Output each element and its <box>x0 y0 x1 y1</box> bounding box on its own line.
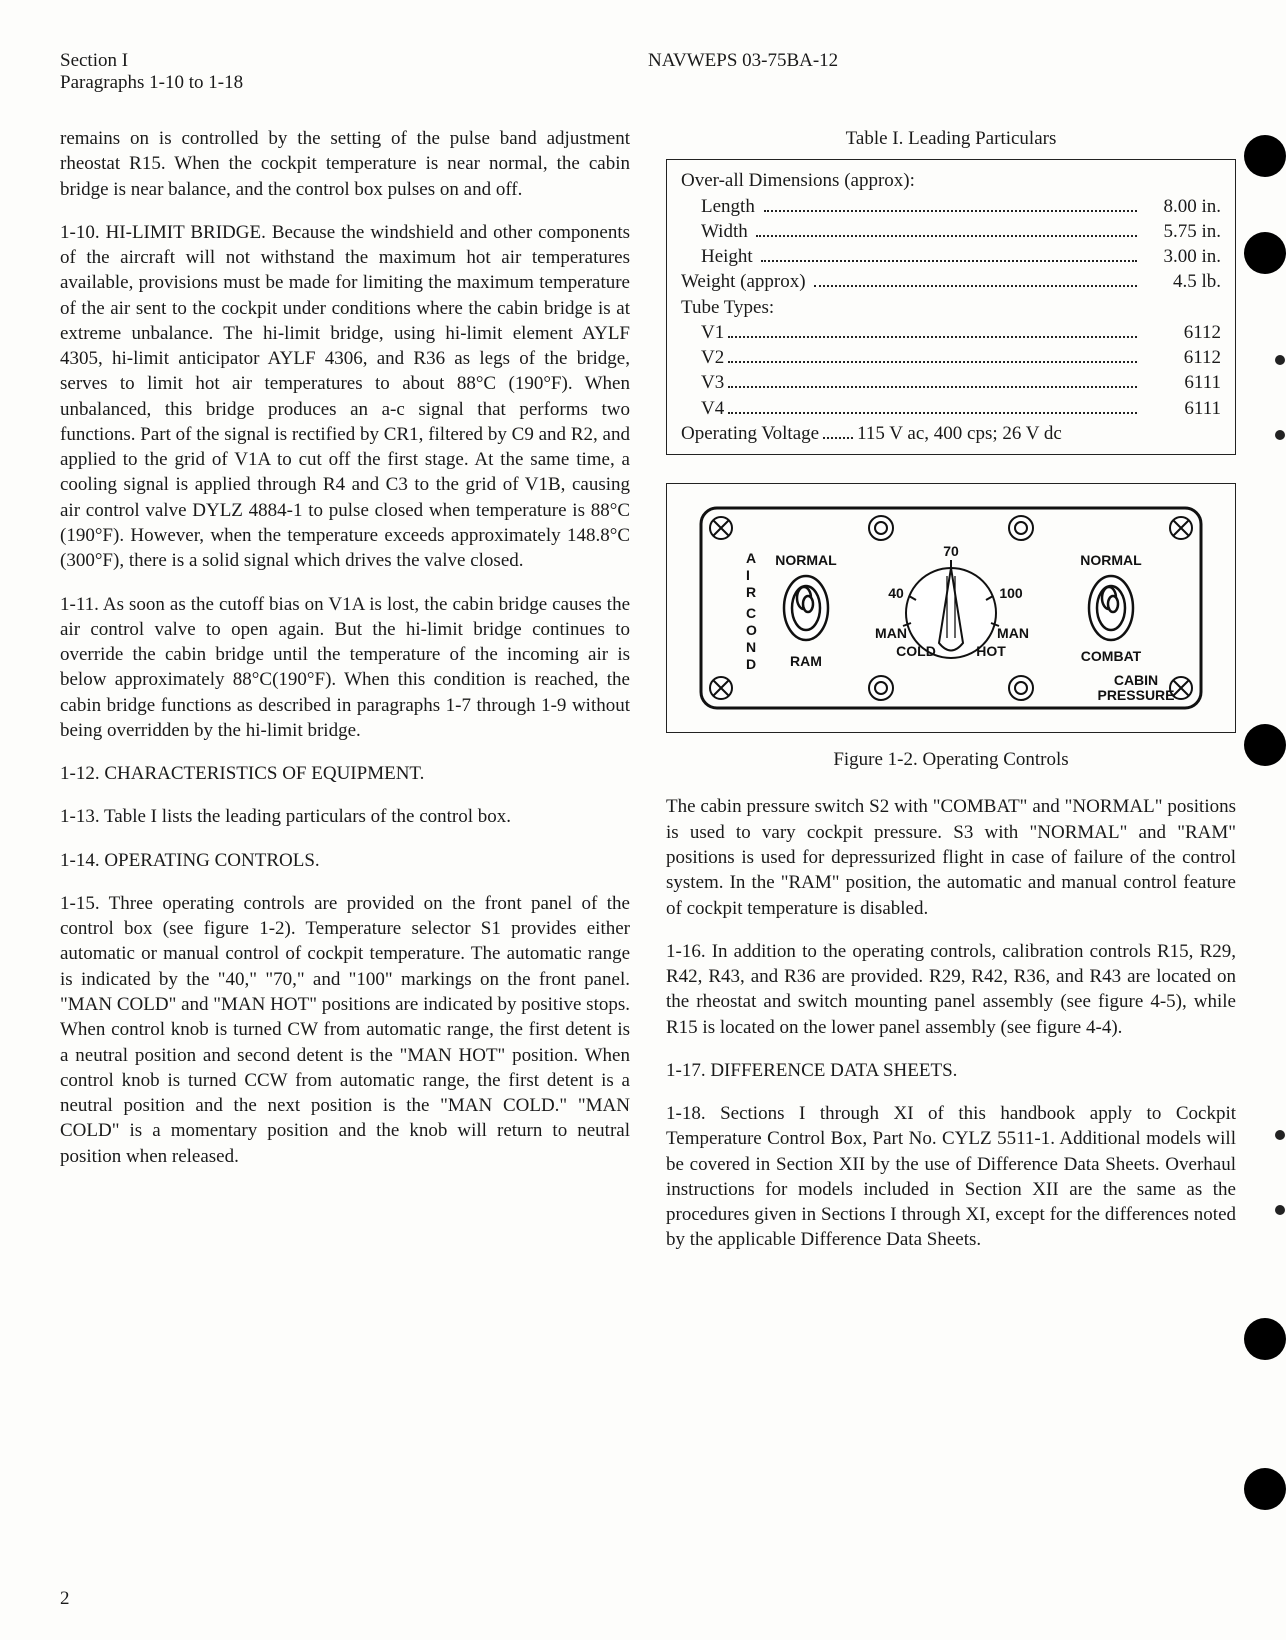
header-docnum: NAVWEPS 03-75BA-12 <box>648 50 1236 94</box>
dot-leader <box>728 398 1137 413</box>
body-columns: remains on is controlled by the setting … <box>60 126 1236 1271</box>
tubes-heading: Tube Types: <box>681 295 1221 320</box>
svg-text:100: 100 <box>999 585 1023 601</box>
para-1-16: 1-16. In addition to the operating contr… <box>666 939 1236 1040</box>
table-row: V2 6112 <box>681 345 1221 370</box>
page: Section I Paragraphs 1-10 to 1-18 NAVWEP… <box>0 0 1286 1640</box>
row-label: V2 <box>701 345 724 370</box>
heading-1-12: 1-12. CHARACTERISTICS OF EQUIPMENT. <box>60 761 630 786</box>
table-row: V3 6111 <box>681 370 1221 395</box>
svg-text:O: O <box>746 622 757 638</box>
heading-1-14: 1-14. OPERATING CONTROLS. <box>60 848 630 873</box>
row-value: 6111 <box>1141 396 1221 421</box>
punch-hole <box>1244 1468 1286 1510</box>
row-value: 6112 <box>1141 345 1221 370</box>
heading-1-17: 1-17. DIFFERENCE DATA SHEETS. <box>666 1058 1236 1083</box>
edge-mark <box>1275 1130 1285 1140</box>
row-label: V3 <box>701 370 724 395</box>
svg-text:R: R <box>746 584 756 600</box>
svg-text:N: N <box>746 639 756 655</box>
svg-text:MAN: MAN <box>997 625 1029 641</box>
svg-text:A: A <box>746 550 756 566</box>
punch-hole <box>1244 724 1286 766</box>
row-value: 3.00 in. <box>1141 244 1221 269</box>
para-continuation: remains on is controlled by the setting … <box>60 126 630 202</box>
row-label: Height <box>701 244 757 269</box>
svg-text:NORMAL: NORMAL <box>1080 552 1142 568</box>
table-row: Width 5.75 in. <box>681 219 1221 244</box>
svg-text:CABIN: CABIN <box>1114 672 1158 688</box>
svg-text:COLD: COLD <box>896 643 936 659</box>
page-header: Section I Paragraphs 1-10 to 1-18 NAVWEP… <box>60 50 1236 94</box>
punch-hole <box>1244 135 1286 177</box>
row-label: Width <box>701 219 752 244</box>
svg-text:NORMAL: NORMAL <box>775 552 837 568</box>
row-label: Weight (approx) <box>681 269 810 294</box>
row-label: V1 <box>701 320 724 345</box>
row-value: 8.00 in. <box>1141 194 1221 219</box>
table-row: V1 6112 <box>681 320 1221 345</box>
table-row: Height 3.00 in. <box>681 244 1221 269</box>
para-1-13: 1-13. Table I lists the leading particul… <box>60 804 630 829</box>
figure-1-2: A I R C O N D <box>666 483 1236 733</box>
op-value: 115 V ac, 400 cps; 26 V dc <box>857 421 1062 446</box>
op-label: Operating Voltage <box>681 421 819 446</box>
para-1-15: 1-15. Three operating controls are provi… <box>60 891 630 1169</box>
paragraphs-line: Paragraphs 1-10 to 1-18 <box>60 72 648 94</box>
dot-leader <box>756 222 1137 237</box>
particulars-table: Over-all Dimensions (approx): Length 8.0… <box>666 159 1236 455</box>
punch-hole <box>1244 232 1286 274</box>
svg-text:I: I <box>746 567 750 583</box>
row-value: 6111 <box>1141 370 1221 395</box>
para-1-18: 1-18. Sections I through XI of this hand… <box>666 1101 1236 1253</box>
dimensions-heading: Over-all Dimensions (approx): <box>681 168 1221 193</box>
svg-text:MAN: MAN <box>875 625 907 641</box>
table-row: Weight (approx) 4.5 lb. <box>681 269 1221 294</box>
edge-mark <box>1275 1205 1285 1215</box>
svg-text:PRESSURE: PRESSURE <box>1097 687 1174 703</box>
svg-text:C: C <box>746 605 756 621</box>
svg-text:D: D <box>746 656 756 672</box>
svg-text:HOT: HOT <box>976 643 1006 659</box>
right-column: Table I. Leading Particulars Over-all Di… <box>666 126 1236 1271</box>
page-number: 2 <box>60 1588 70 1610</box>
row-value: 6112 <box>1141 320 1221 345</box>
dot-leader <box>728 323 1137 338</box>
row-value: 5.75 in. <box>1141 219 1221 244</box>
svg-text:COMBAT: COMBAT <box>1081 648 1142 664</box>
svg-text:40: 40 <box>888 585 904 601</box>
panel-svg: A I R C O N D <box>677 498 1225 718</box>
row-label: V4 <box>701 396 724 421</box>
dot-leader <box>761 247 1137 262</box>
svg-text:70: 70 <box>943 543 959 559</box>
para-cabin-switch: The cabin pressure switch S2 with "COMBA… <box>666 794 1236 920</box>
operating-voltage-row: Operating Voltage 115 V ac, 400 cps; 26 … <box>681 421 1221 446</box>
section-line: Section I <box>60 50 648 72</box>
punch-hole <box>1244 1318 1286 1360</box>
dot-leader <box>728 373 1137 388</box>
dot-leader <box>823 424 853 439</box>
edge-mark <box>1275 430 1285 440</box>
row-value: 4.5 lb. <box>1141 269 1221 294</box>
dot-leader <box>728 348 1137 363</box>
para-1-11: 1-11. As soon as the cutoff bias on V1A … <box>60 592 630 744</box>
dot-leader <box>814 272 1137 287</box>
para-1-10: 1-10. HI-LIMIT BRIDGE. Because the winds… <box>60 220 630 574</box>
edge-mark <box>1275 355 1285 365</box>
table-title: Table I. Leading Particulars <box>666 126 1236 151</box>
row-label: Length <box>701 194 760 219</box>
table-row: Length 8.00 in. <box>681 194 1221 219</box>
left-column: remains on is controlled by the setting … <box>60 126 630 1271</box>
dot-leader <box>764 196 1137 211</box>
table-row: V4 6111 <box>681 396 1221 421</box>
header-left: Section I Paragraphs 1-10 to 1-18 <box>60 50 648 94</box>
figure-caption: Figure 1-2. Operating Controls <box>666 747 1236 772</box>
svg-text:RAM: RAM <box>790 653 822 669</box>
